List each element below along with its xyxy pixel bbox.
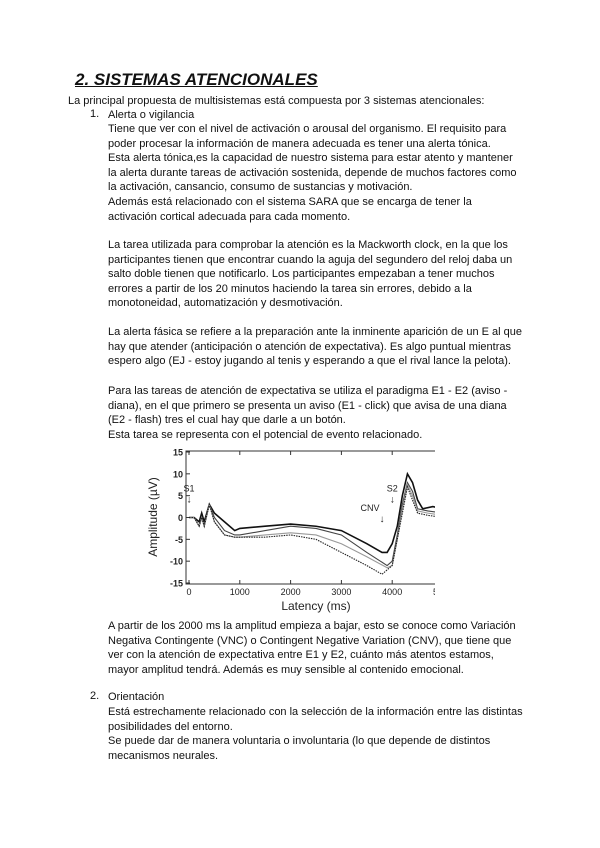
paragraph-alerta-tonica: Tiene que ver con el nivel de activación… (108, 122, 516, 224)
list-item-heading: Orientación (108, 691, 165, 703)
text-line: hay que atender (anticipación o atención… (108, 340, 511, 353)
text-line: (E2 - flash) tres el cual hay que darle … (108, 414, 346, 427)
text-line: La alerta fásica se refiere a la prepara… (108, 326, 522, 338)
series-line-4 (189, 484, 435, 575)
paragraph-cnv: A partir de los 2000 ms la amplitud empi… (108, 619, 516, 677)
annotation-s1: S1 (183, 483, 194, 493)
text-line: Negativa Contingente (VNC) o Contingent … (108, 634, 512, 647)
erp-chart: 0 1000 2000 3000 4000 5000 15 10 5 0 -5 -10 -15 Laten… (146, 448, 435, 613)
text-line: Para las tareas de atención de expectati… (108, 385, 508, 397)
arrow-down-icon: ↓ (380, 514, 385, 525)
arrow-down-icon: ↓ (187, 494, 192, 505)
text-line: Esta alerta tónica,es la capacidad de nu… (108, 152, 513, 165)
list-item-heading: Alerta o vigilancia (108, 109, 195, 121)
text-line: Está estrechamente relacionado con la se… (108, 706, 523, 718)
annotation-cnv: CNV (361, 503, 380, 513)
intro-text: La principal propuesta de multisistemas … (68, 95, 485, 107)
x-tick-label: 0 (186, 587, 191, 597)
text-line: diana), en el que primero se presenta un… (108, 399, 507, 412)
text-line: posibilidades del entorno. (108, 720, 233, 733)
paragraph-alerta-fasica: La alerta fásica se refiere a la prepara… (108, 325, 522, 369)
series-line-3 (189, 483, 435, 569)
text-line: poder procesar la información de manera … (108, 137, 491, 150)
arrow-down-icon: ↓ (390, 494, 395, 505)
y-tick-label: -5 (175, 535, 183, 545)
section-title: 2. SISTEMAS ATENCIONALES (75, 70, 318, 89)
paragraph-paradigma: Para las tareas de atención de expectati… (108, 384, 507, 442)
text-line: Esta tarea se representa con el potencia… (108, 428, 423, 441)
text-line: monotoneidad, automatización y desmotiva… (108, 297, 343, 310)
text-line: Se puede dar de manera voluntaria o invo… (108, 735, 491, 748)
text-line: participantes tienen que encontrar cuand… (108, 253, 513, 266)
y-tick-label: 10 (173, 469, 183, 479)
text-line: Además está relacionado con el sistema S… (108, 195, 472, 208)
list-number: 2. (90, 690, 100, 702)
text-line: mayor amplitud tendrá. Además es muy sen… (108, 663, 464, 676)
x-axis-label: Latency (ms) (281, 599, 350, 613)
y-tick-label: 15 (173, 448, 183, 458)
x-tick-label: 1000 (230, 587, 250, 597)
list-number: 1. (90, 108, 100, 120)
text-line: salto doble tienen que notificarlo. Los … (108, 268, 495, 281)
text-line: Tiene que ver con el nivel de activación… (108, 123, 507, 135)
y-tick-label: -10 (170, 557, 183, 567)
text-line: La tarea utilizada para comprobar la ate… (108, 239, 508, 251)
text-line: la alerta durante tareas de activación s… (108, 166, 517, 179)
x-tick-label: 2000 (281, 587, 301, 597)
paragraph-orientacion: Está estrechamente relacionado con la se… (108, 705, 523, 763)
y-tick-label: -15 (170, 579, 183, 589)
x-tick-label: 4000 (382, 587, 402, 597)
text-line: la activación, cansancio, consumo de sus… (108, 181, 413, 194)
plot-frame (185, 450, 435, 585)
text-line: espero algo (EJ - estoy jugando al tenis… (108, 355, 511, 368)
y-tick-label: 5 (178, 491, 183, 501)
text-line: activación cortical adecuada para cada m… (108, 210, 351, 223)
y-tick-label: 0 (178, 513, 183, 523)
x-tick-label: 3000 (331, 587, 351, 597)
x-tick-label: 5000 (433, 587, 435, 597)
text-line: errores a partir de los 20 minutos hacie… (108, 282, 472, 295)
text-line: A partir de los 2000 ms la amplitud empi… (108, 620, 516, 632)
paragraph-mackworth: La tarea utilizada para comprobar la ate… (108, 238, 512, 311)
y-axis-label: Amplitude (µV) (146, 477, 160, 557)
annotation-s2: S2 (387, 483, 398, 493)
text-line: mecanismos neurales. (108, 749, 219, 762)
text-line: ver con la atención de expectativa entre… (108, 649, 494, 662)
series-line-1 (189, 471, 435, 554)
